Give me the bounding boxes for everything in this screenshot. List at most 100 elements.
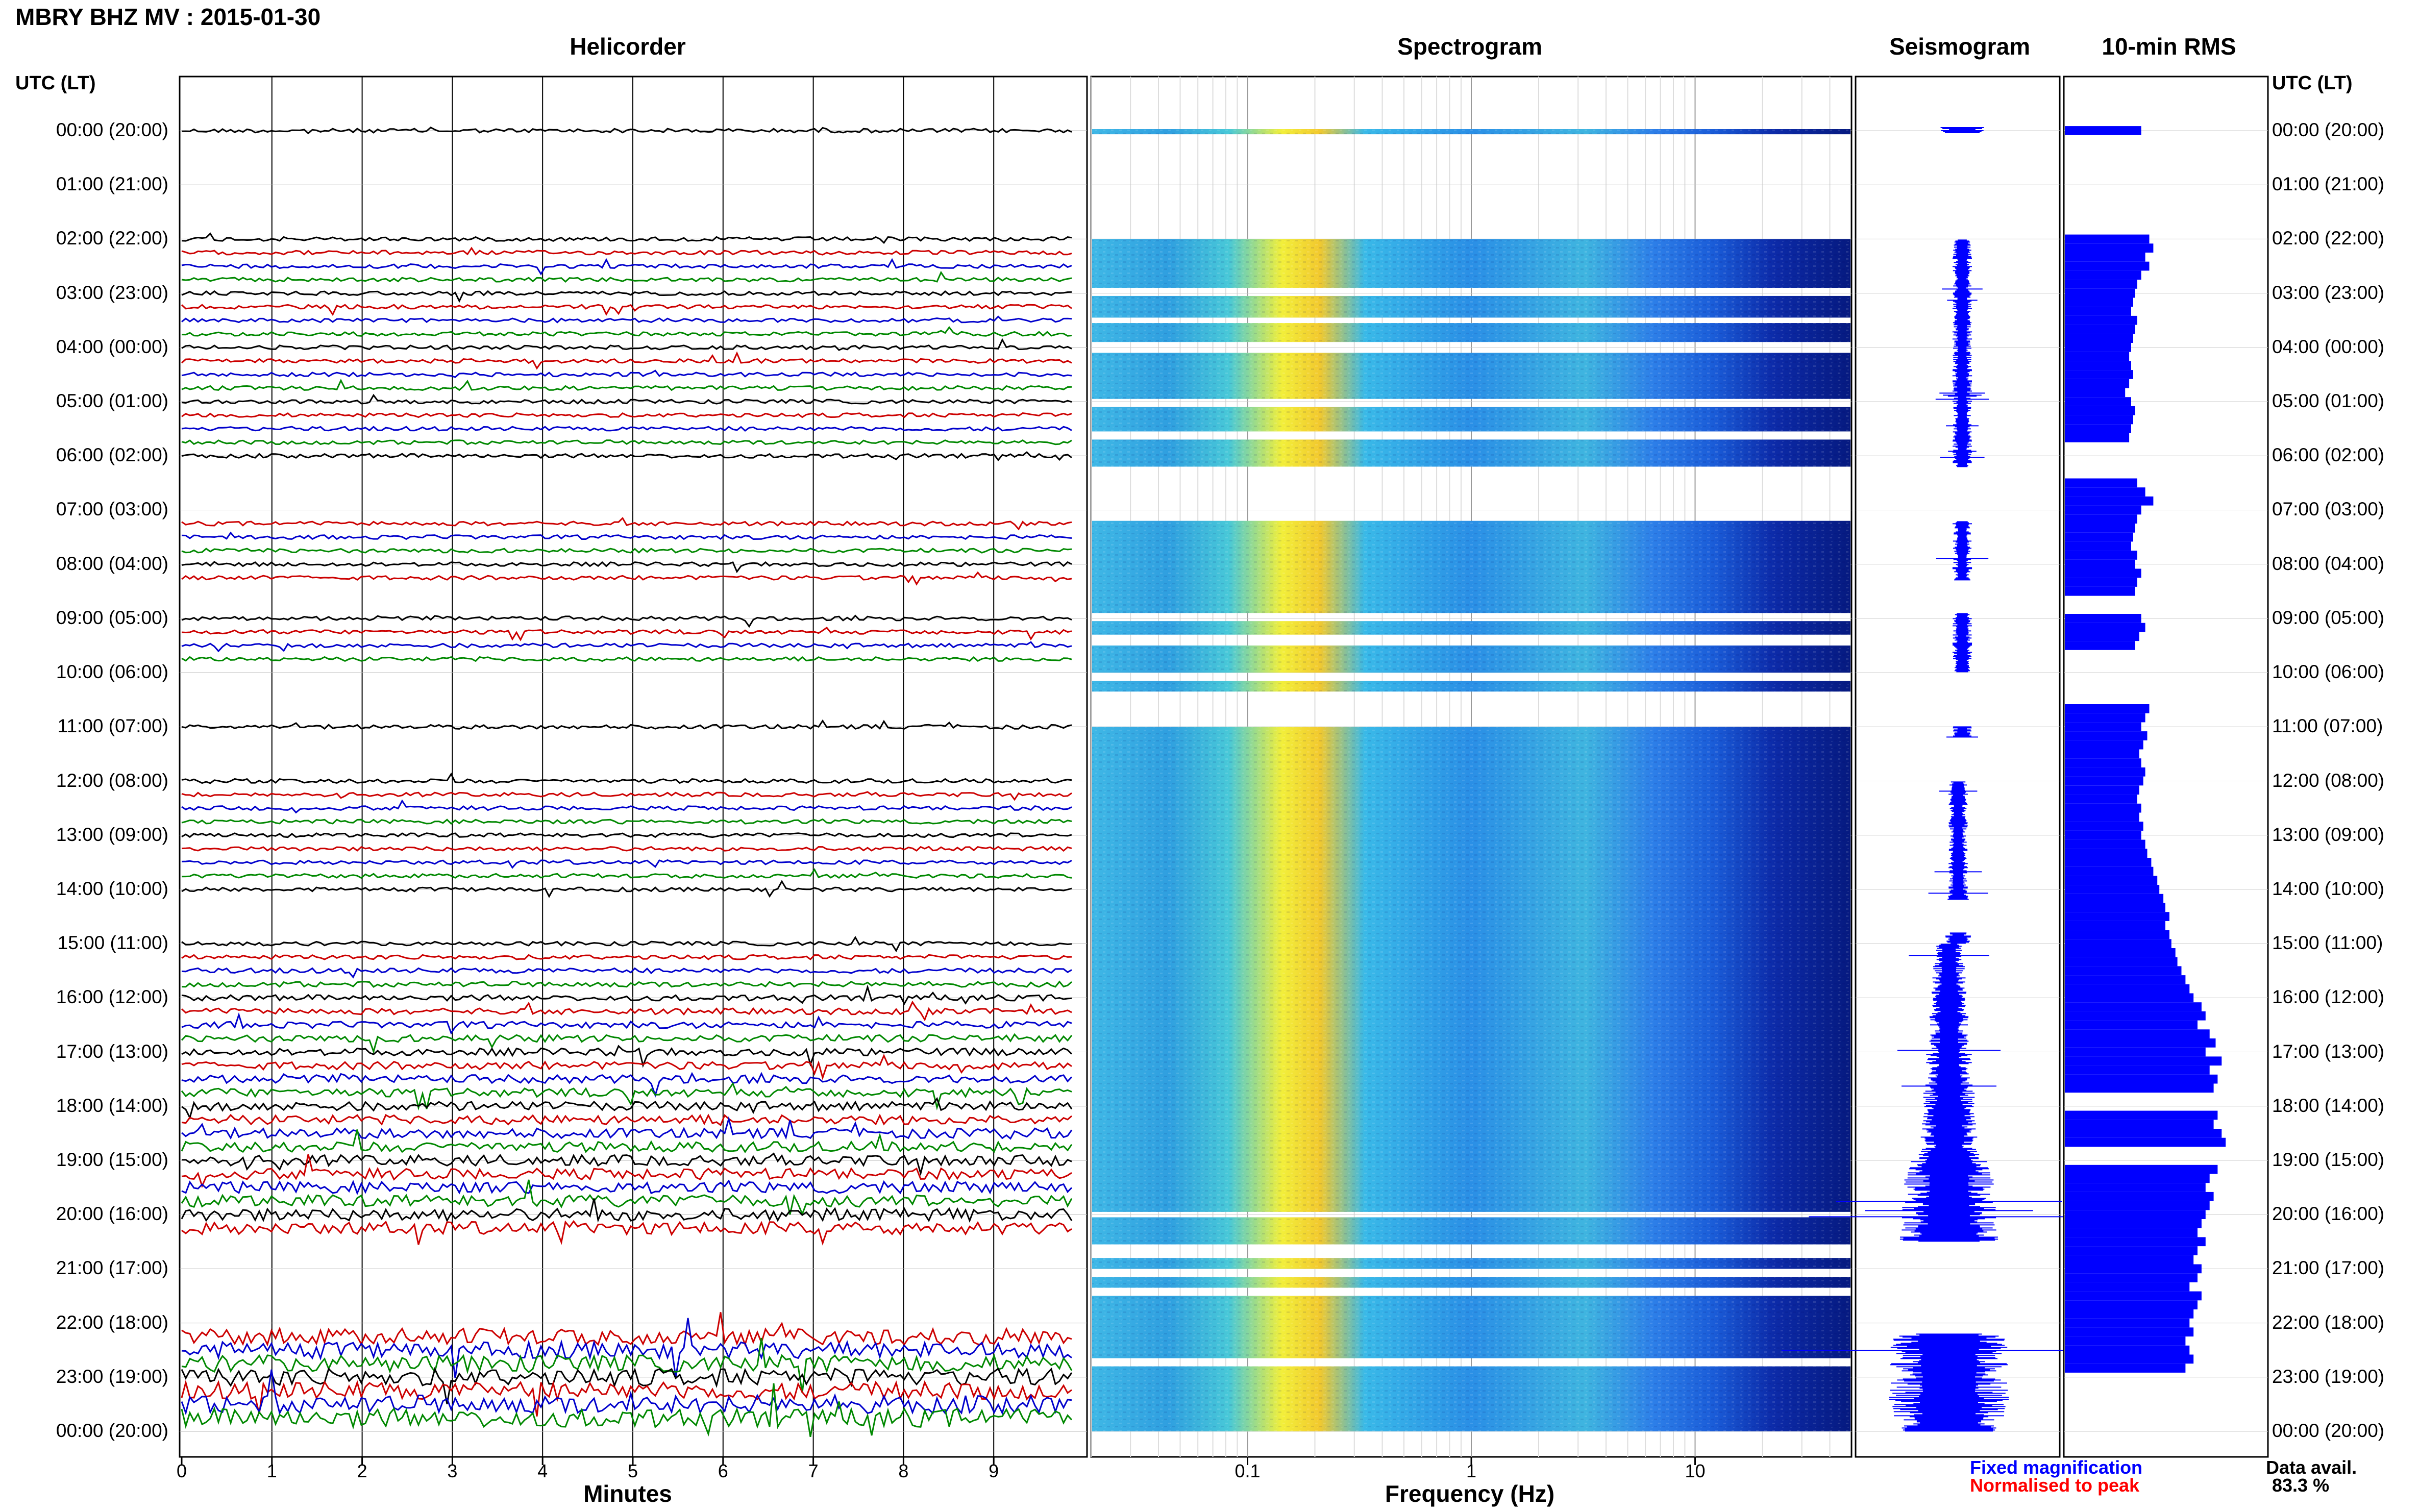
hour-label-l-19: 19:00 (15:00): [56, 1149, 168, 1170]
spectrogram-title: Spectrogram: [1397, 33, 1542, 60]
helicorder-trace-39: [181, 656, 1072, 662]
rms-bar-54: [2065, 614, 2141, 623]
hour-label-r-24: 00:00 (20:00): [2272, 1420, 2385, 1441]
rms-bar-127: [2065, 1273, 2198, 1282]
seismogram-panel: [1781, 76, 2117, 1458]
rms-bar-69: [2065, 749, 2139, 759]
rms-bar-89: [2065, 930, 2169, 939]
rms-title: 10-min RMS: [2102, 33, 2236, 60]
helicorder-trace-50: [181, 799, 1072, 814]
helicorder-trace-30: [181, 531, 1072, 540]
minute-tick-label-4: 4: [537, 1460, 548, 1481]
helicorder-trace-78: [181, 1179, 1073, 1196]
rms-bar-95: [2065, 984, 2190, 994]
hour-label-l-18: 18:00 (14:00): [56, 1095, 168, 1116]
hour-label-r-20: 20:00 (16:00): [2272, 1203, 2385, 1225]
hour-label-r-15: 15:00 (11:00): [2272, 932, 2383, 954]
frequency-axis-label: Frequency (Hz): [1385, 1480, 1555, 1507]
rms-bar-110: [2065, 1120, 2214, 1129]
rms-bar-91: [2065, 948, 2176, 957]
hour-label-r-7: 07:00 (03:00): [2272, 499, 2385, 520]
helicorder-trace-62: [181, 967, 1072, 979]
rms-bar-64: [2065, 704, 2150, 713]
rms-bar-49: [2065, 568, 2141, 578]
helicorder-trace-38: [181, 641, 1072, 653]
helicorder-trace-54: [181, 859, 1072, 869]
spectrogram-noise-15: [1092, 1296, 1850, 1358]
rms-bar-115: [2065, 1164, 2218, 1174]
hour-label-l-6: 06:00 (02:00): [56, 444, 168, 466]
helicorder-trace-93: [181, 1379, 1072, 1417]
rms-bar-90: [2065, 939, 2171, 948]
helicorder-trace-23: [181, 439, 1072, 445]
minute-tick-label-6: 6: [718, 1460, 728, 1481]
helicorder-trace-89: [181, 1312, 1072, 1347]
hour-label-l-0: 00:00 (20:00): [56, 119, 168, 140]
rms-bar-55: [2065, 623, 2145, 632]
legend-fixed-magnification: Fixed magnification: [1970, 1457, 2143, 1478]
helicorder-trace-53: [181, 846, 1072, 852]
spectrogram-noise-1: [1092, 239, 1850, 288]
rms-bar-78: [2065, 830, 2141, 840]
rms-bar-134: [2065, 1336, 2186, 1346]
rms-bar-135: [2065, 1345, 2190, 1355]
hour-label-l-11: 11:00 (07:00): [57, 715, 168, 737]
helicorder-trace-48: [181, 772, 1072, 784]
hour-label-r-16: 16:00 (12:00): [2272, 986, 2385, 1008]
rms-bar-29: [2065, 388, 2126, 398]
spectrogram-noise-10: [1092, 681, 1850, 692]
rms-bar-17: [2065, 280, 2137, 289]
helicorder-trace-44: [181, 719, 1072, 730]
rms-panel: [2063, 76, 2269, 1458]
hour-label-l-10: 10:00 (06:00): [56, 661, 168, 683]
helicorder-trace-20: [181, 393, 1072, 405]
hour-label-r-23: 23:00 (19:00): [2272, 1366, 2385, 1387]
rms-bar-18: [2065, 288, 2135, 298]
rms-bar-46: [2065, 541, 2131, 551]
rms-bar-25: [2065, 352, 2130, 361]
rms-bar-117: [2065, 1183, 2206, 1192]
helicorder-trace-81: [181, 1220, 1072, 1246]
hour-label-r-9: 09:00 (05:00): [2272, 607, 2385, 628]
rms-bar-124: [2065, 1246, 2198, 1255]
spectrogram-panel: [1090, 76, 1853, 1458]
hour-label-r-21: 21:00 (17:00): [2272, 1257, 2385, 1279]
spectrogram-noise-8: [1092, 621, 1850, 635]
rms-bar-21: [2065, 315, 2137, 325]
helicorder-trace-60: [181, 935, 1072, 953]
helicorder-trace-56: [181, 880, 1072, 898]
minute-tick-label-5: 5: [627, 1460, 638, 1481]
hour-label-l-15: 15:00 (11:00): [57, 932, 168, 954]
minute-tick-label-7: 7: [808, 1460, 819, 1481]
helicorder-trace-12: [181, 290, 1072, 303]
helicorder-trace-8: [181, 232, 1072, 244]
helicorder-trace-69: [181, 1053, 1072, 1080]
rms-bar-44: [2065, 524, 2135, 533]
rms-bar-70: [2065, 758, 2141, 767]
spectrogram-noise-12: [1092, 1217, 1850, 1245]
hour-label-r-8: 08:00 (04:00): [2272, 553, 2385, 574]
rms-bar-136: [2065, 1354, 2194, 1364]
helicorder-trace-10: [181, 258, 1072, 276]
rms-bar-50: [2065, 578, 2137, 587]
helicorder-trace-17: [181, 351, 1072, 370]
hour-label-r-4: 04:00 (00:00): [2272, 336, 2385, 357]
hour-label-l-1: 01:00 (21:00): [56, 173, 168, 195]
hour-label-l-16: 16:00 (12:00): [56, 986, 168, 1008]
rms-bar-105: [2065, 1074, 2218, 1084]
spectrogram-noise-4: [1092, 353, 1850, 399]
page-title: MBRY BHZ MV : 2015-01-30: [15, 4, 321, 30]
spectrogram-noise-2: [1092, 295, 1850, 318]
helicorder-trace-51: [181, 818, 1072, 825]
spectrogram-noise-9: [1092, 645, 1850, 673]
spectrogram-noise-16: [1092, 1366, 1850, 1431]
rms-bar-16: [2065, 270, 2141, 280]
rms-bar-96: [2065, 993, 2194, 1003]
rms-bar-121: [2065, 1219, 2202, 1228]
rms-bar-39: [2065, 478, 2137, 488]
spectrogram-noise-13: [1092, 1258, 1850, 1269]
rms-bar-57: [2065, 641, 2135, 650]
helicorder-trace-80: [181, 1198, 1073, 1223]
rms-bar-68: [2065, 740, 2143, 750]
